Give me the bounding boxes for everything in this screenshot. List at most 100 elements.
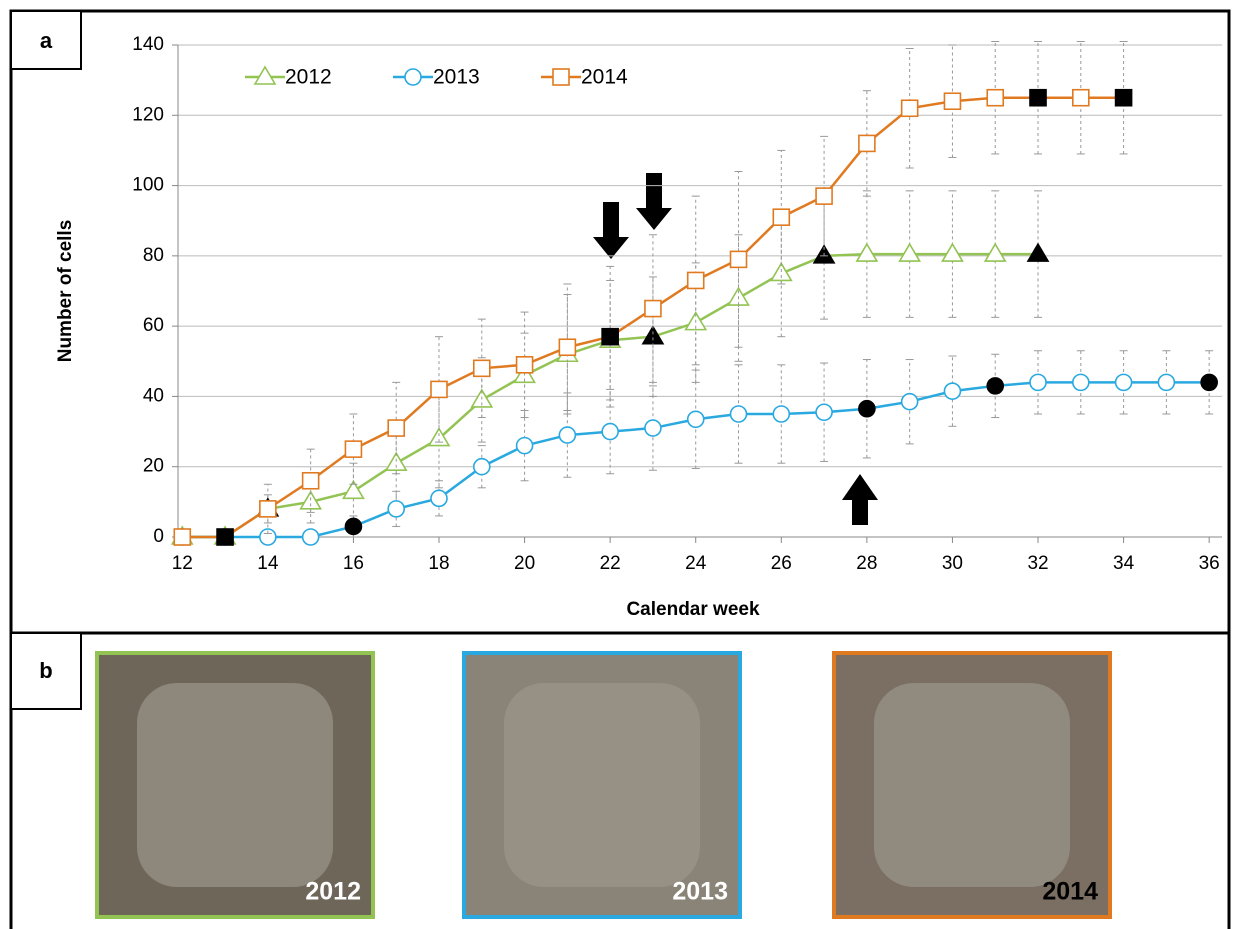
- marker: [815, 403, 833, 422]
- legend-label: 2012: [285, 66, 332, 89]
- marker: [1029, 88, 1047, 107]
- marker: [686, 410, 705, 429]
- photo-frame: [832, 651, 1112, 919]
- panel-b-frame: [9, 631, 1231, 929]
- marker: [644, 299, 662, 318]
- x-tick-label: 34: [1113, 553, 1135, 574]
- y-tick-label: 20: [143, 456, 164, 477]
- photo-detail: [874, 683, 1070, 887]
- marker: [644, 419, 662, 437]
- marker: [301, 471, 320, 490]
- panel-label-box: [10, 10, 82, 70]
- y-tick-label: 60: [143, 315, 164, 336]
- marker: [898, 242, 922, 262]
- x-tick-label: 14: [257, 553, 279, 574]
- photo-frame: [95, 651, 375, 919]
- marker: [472, 359, 491, 378]
- marker: [855, 242, 879, 262]
- marker: [601, 422, 619, 441]
- marker: [772, 405, 791, 423]
- y-tick-label: 140: [132, 34, 164, 55]
- marker: [729, 250, 748, 269]
- marker: [342, 479, 365, 500]
- marker: [1026, 242, 1050, 262]
- x-axis-title: Calendar week: [626, 599, 759, 620]
- marker: [986, 377, 1005, 395]
- marker: [301, 528, 320, 546]
- x-tick-label: 30: [942, 553, 963, 574]
- y-axis-title: Number of cells: [55, 220, 76, 363]
- photo-detail: [504, 683, 700, 887]
- marker: [1072, 88, 1090, 107]
- marker: [941, 242, 964, 262]
- marker: [1157, 373, 1176, 392]
- marker: [943, 382, 962, 400]
- y-tick-label: 0: [153, 526, 164, 547]
- y-tick-label: 120: [132, 104, 164, 125]
- marker: [558, 338, 577, 357]
- x-tick-label: 28: [856, 553, 877, 574]
- x-tick-label: 32: [1027, 553, 1048, 574]
- marker: [858, 399, 876, 418]
- marker: [1114, 373, 1133, 392]
- marker: [900, 99, 919, 118]
- marker: [404, 68, 422, 86]
- marker: [1029, 373, 1047, 392]
- y-tick-label: 40: [143, 385, 164, 406]
- panel-label: b: [39, 658, 52, 683]
- marker: [344, 440, 363, 458]
- marker: [986, 88, 1005, 107]
- x-tick-label: 16: [343, 553, 364, 574]
- y-tick-label: 100: [132, 175, 164, 196]
- marker: [772, 208, 791, 226]
- x-tick-label: 22: [600, 553, 621, 574]
- x-tick-label: 24: [685, 553, 707, 574]
- marker: [943, 92, 962, 111]
- x-tick-label: 26: [771, 553, 792, 574]
- x-tick-label: 18: [428, 553, 449, 574]
- x-tick-label: 36: [1199, 553, 1220, 574]
- marker: [983, 242, 1007, 262]
- marker: [858, 134, 876, 153]
- marker: [515, 355, 534, 374]
- marker: [173, 528, 192, 546]
- marker: [601, 327, 619, 346]
- marker: [472, 457, 491, 476]
- x-tick-label: 20: [514, 553, 535, 574]
- marker: [900, 392, 919, 411]
- marker: [344, 517, 363, 536]
- marker: [558, 426, 577, 444]
- marker: [729, 405, 748, 423]
- marker: [387, 500, 406, 518]
- marker: [387, 419, 406, 437]
- arrows: [593, 173, 878, 525]
- photo-label: 2013: [672, 878, 728, 906]
- marker: [1200, 373, 1218, 392]
- marker: [430, 380, 448, 399]
- marker: [686, 271, 705, 290]
- panel-label-box: [10, 632, 82, 710]
- marker: [427, 427, 451, 447]
- photo-detail: [137, 683, 333, 887]
- marker: [253, 65, 277, 85]
- marker: [216, 528, 234, 546]
- arrow: [593, 202, 629, 259]
- y-tick-label: 80: [143, 245, 164, 266]
- panel-label: a: [40, 28, 53, 53]
- marker: [1114, 88, 1133, 107]
- arrow: [636, 173, 672, 230]
- x-tick-label: 12: [172, 553, 193, 574]
- photo-label: 2014: [1042, 878, 1098, 906]
- photo-frame: [462, 651, 742, 919]
- arrow: [842, 474, 878, 525]
- legend-label: 2013: [433, 66, 480, 89]
- marker: [515, 436, 534, 455]
- photo-label: 2012: [305, 878, 361, 906]
- marker: [552, 68, 570, 86]
- legend-label: 2014: [581, 66, 628, 89]
- marker: [259, 500, 277, 518]
- marker: [430, 489, 448, 508]
- marker: [1072, 373, 1090, 392]
- marker: [815, 187, 833, 205]
